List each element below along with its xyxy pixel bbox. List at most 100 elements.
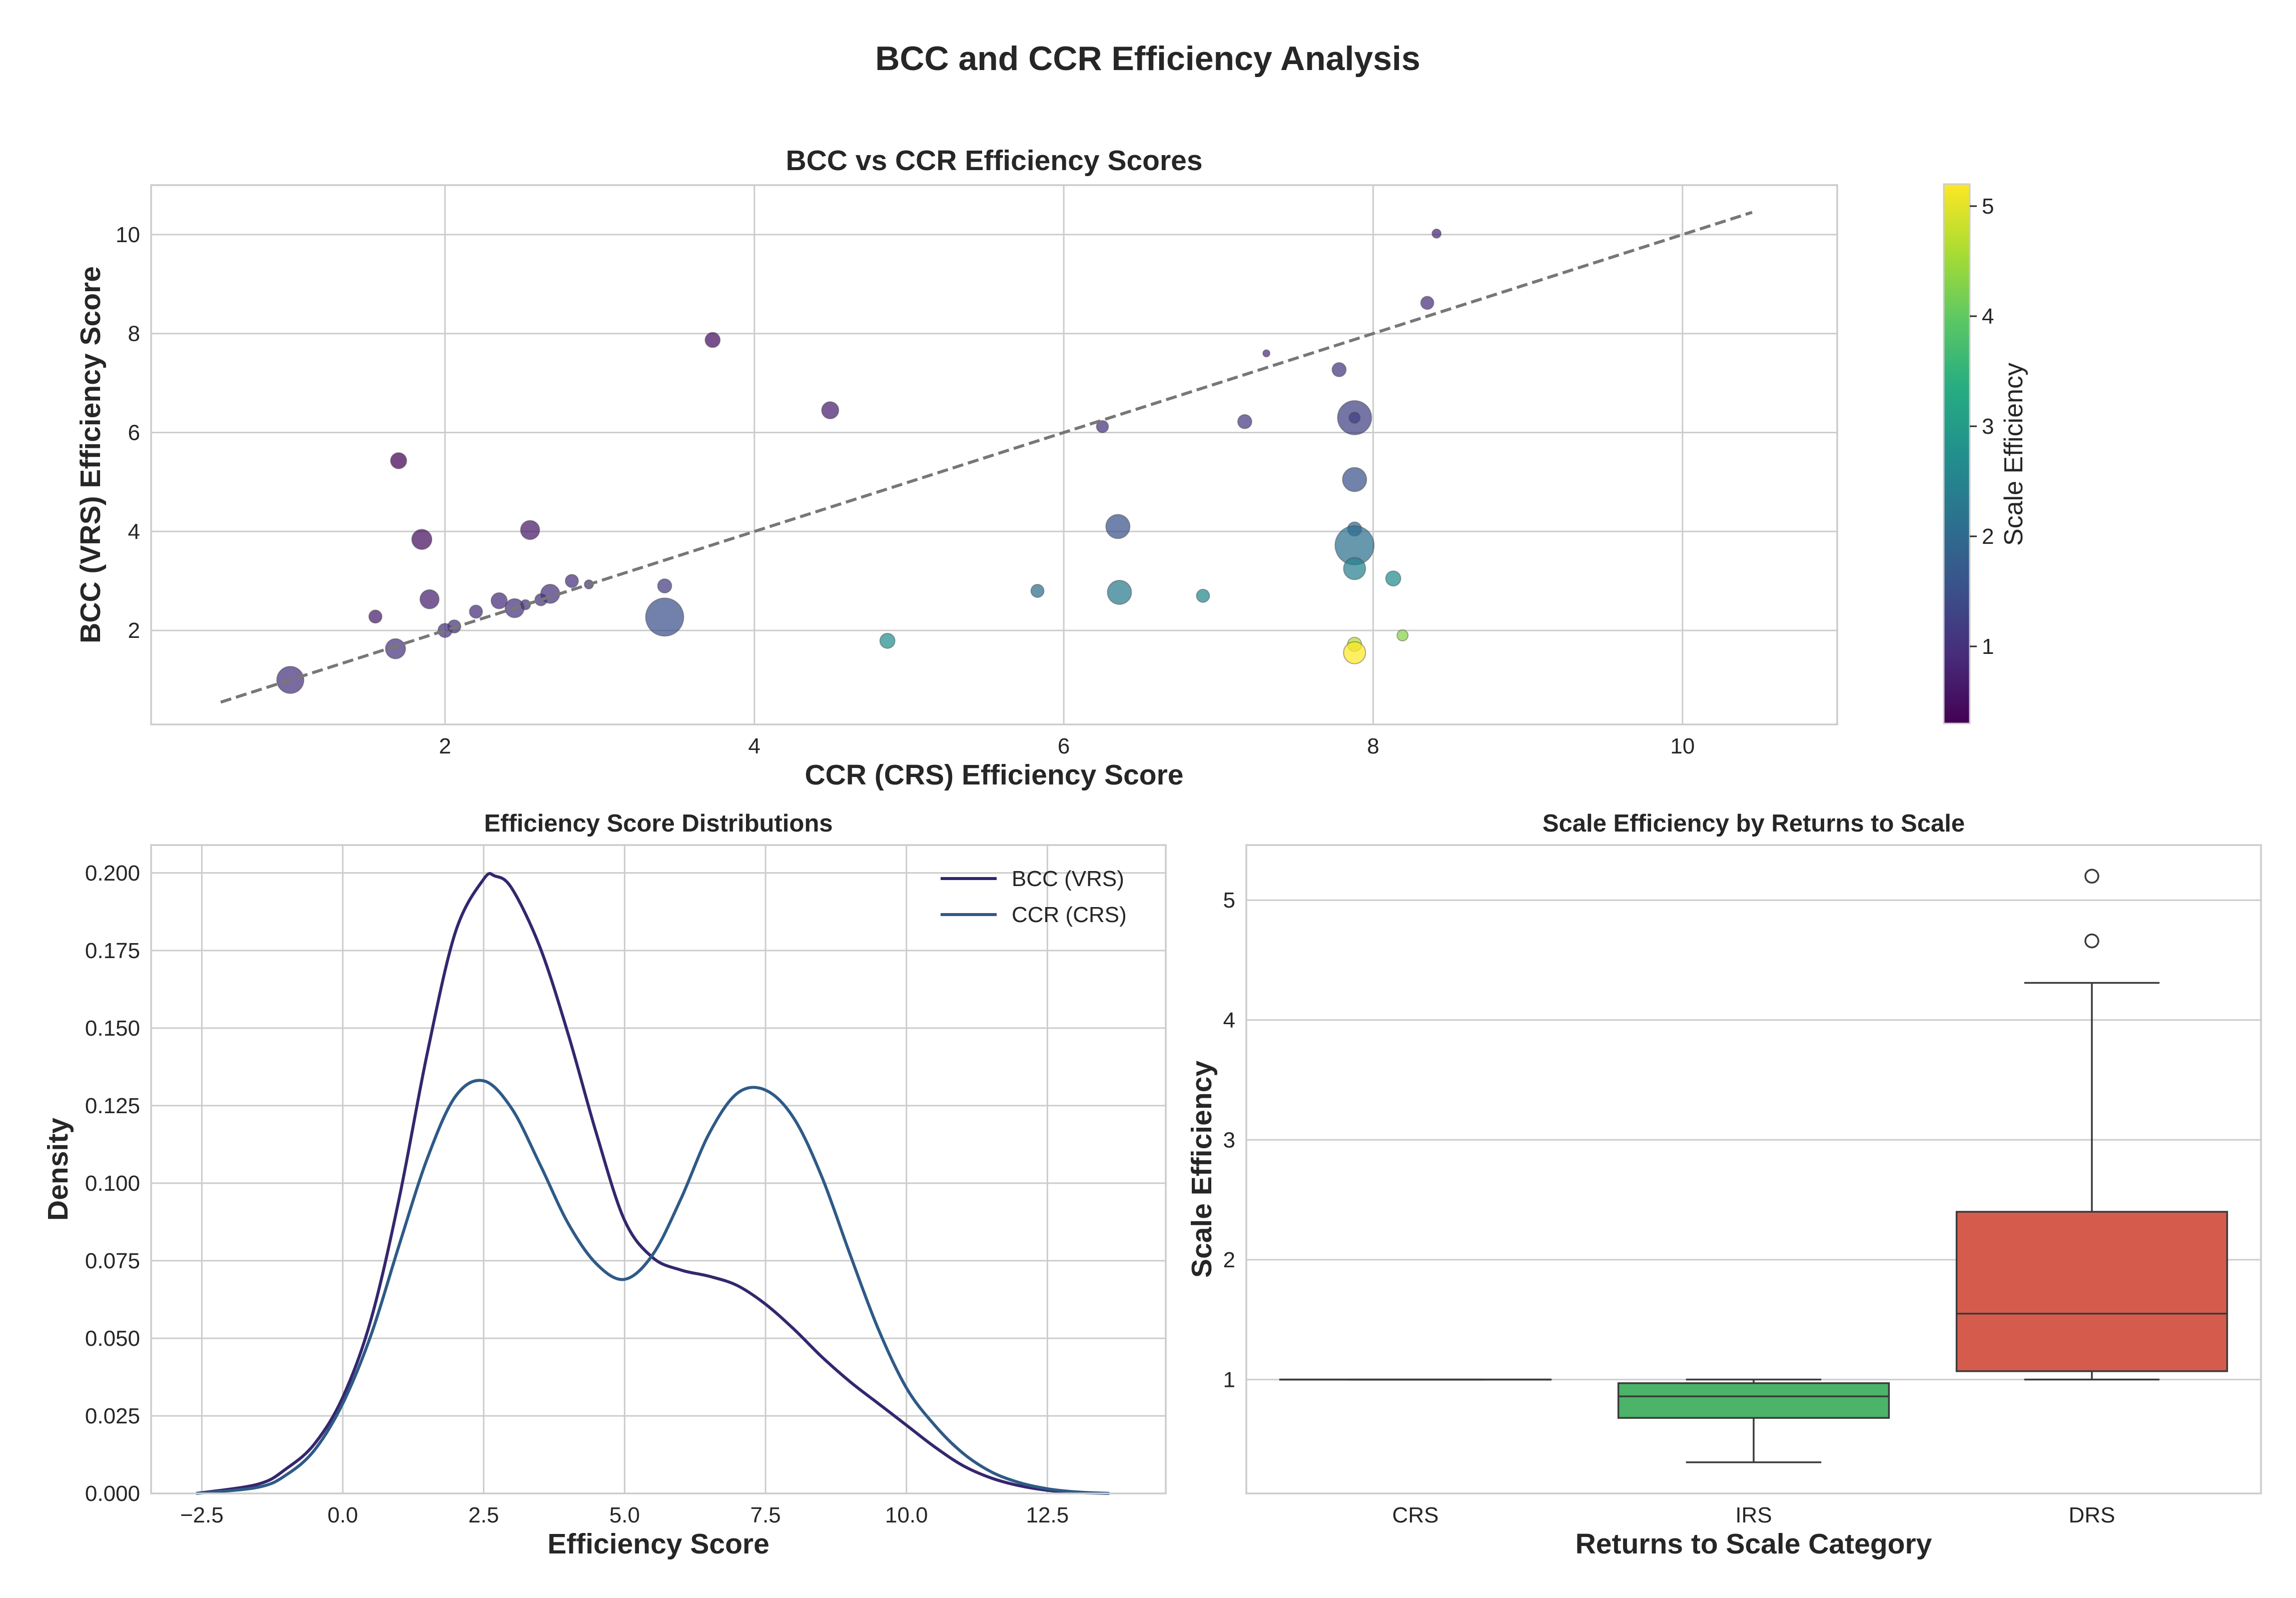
scatter-point xyxy=(419,589,440,609)
scatter-point xyxy=(564,574,579,588)
scatter-ytick-label: 8 xyxy=(128,322,140,346)
density-xlabel: Efficiency Score xyxy=(547,1528,770,1560)
density-ytick-label: 0.025 xyxy=(85,1404,140,1428)
boxplot-xtick-label: IRS xyxy=(1735,1503,1772,1527)
density-ytick-label: 0.050 xyxy=(85,1326,140,1351)
boxplot-ticks: 1 2 3 4 5 CRS IRS DRS xyxy=(1223,888,2115,1527)
box-drs-iqr xyxy=(1955,1211,2228,1372)
bcc-density-line xyxy=(196,872,1110,1495)
density-xtick-label: 0.0 xyxy=(327,1503,358,1527)
density-xtick-label: 10.0 xyxy=(885,1503,928,1527)
scatter-xtick-label: 6 xyxy=(1058,734,1070,758)
density-ytick-label: 0.000 xyxy=(85,1481,140,1506)
boxplot-xtick-label: CRS xyxy=(1392,1503,1439,1527)
density-ytick-label: 0.100 xyxy=(85,1171,140,1196)
scatter-ytick-label: 2 xyxy=(128,618,140,643)
density-xtick-label: 5.0 xyxy=(609,1503,640,1527)
scatter-xtick-label: 2 xyxy=(439,734,451,758)
density-ytick-label: 0.150 xyxy=(85,1016,140,1041)
scatter-point xyxy=(1343,557,1366,580)
scatter-point xyxy=(520,599,531,610)
figure-title: BCC and CCR Efficiency Analysis xyxy=(875,40,1420,78)
scatter-ylabel: BCC (VRS) Efficiency Score xyxy=(75,266,107,643)
scatter-point xyxy=(385,638,406,659)
boxplot-ytick-label: 5 xyxy=(1223,888,1235,913)
scatter-point xyxy=(1420,296,1434,310)
box-drs xyxy=(1955,869,2228,1381)
density-xtick-label: 12.5 xyxy=(1026,1503,1069,1527)
scatter-point xyxy=(1237,414,1252,429)
scatter-point xyxy=(368,609,383,624)
box-drs-outlier xyxy=(2084,933,2099,949)
scatter-xlabel: CCR (CRS) Efficiency Score xyxy=(805,759,1183,791)
scatter-point xyxy=(469,604,483,619)
scatter-point xyxy=(1396,629,1409,641)
ccr-density-line xyxy=(196,1079,1110,1495)
boxplot-ytick-label: 4 xyxy=(1223,1008,1235,1033)
scatter-point xyxy=(1107,579,1132,605)
scatter-point xyxy=(520,520,540,540)
scatter-xtick-label: 8 xyxy=(1367,734,1379,758)
boxplot-xtick-label: DRS xyxy=(2069,1503,2115,1527)
density-xtick-label: 2.5 xyxy=(468,1503,499,1527)
box-irs xyxy=(1617,1378,1890,1463)
colorbar-tick-label: 1 xyxy=(1982,634,1994,659)
density-panel: Efficiency Score Distributions −2.5 0.0 2.… xyxy=(42,810,1167,1560)
scatter-point xyxy=(1196,588,1210,603)
scatter-point xyxy=(1342,467,1367,492)
reference-diagonal-line xyxy=(220,211,1753,704)
scatter-point xyxy=(1030,583,1045,598)
scatter-point xyxy=(411,529,433,550)
scatter-ticks: 2 4 6 8 10 2 4 6 8 10 xyxy=(116,223,1695,758)
density-grid xyxy=(151,845,1166,1494)
scatter-point xyxy=(704,332,721,348)
boxplot-xlabel: Returns to Scale Category xyxy=(1576,1528,1932,1560)
boxplot-frame xyxy=(1245,844,2262,1494)
scatter-point xyxy=(645,597,684,637)
density-ytick-label: 0.125 xyxy=(85,1094,140,1118)
scatter-point xyxy=(1262,349,1271,358)
scatter-point xyxy=(1105,514,1131,539)
scatter-point xyxy=(490,592,508,609)
box-irs-iqr xyxy=(1617,1382,1890,1419)
density-ylabel: Density xyxy=(42,1118,74,1221)
colorbar-tick-label: 5 xyxy=(1982,194,1994,219)
boxplot-title: Scale Efficiency by Returns to Scale xyxy=(1543,810,1965,837)
scatter-point xyxy=(879,632,896,649)
scatter-panel: BCC vs CCR Efficiency Scores 2 4 6 8 10 2 4 6 8 1… xyxy=(75,145,2028,791)
scatter-frame xyxy=(150,184,1838,725)
boxplot-ytick-label: 2 xyxy=(1223,1248,1235,1272)
scatter-title: BCC vs CCR Efficiency Scores xyxy=(786,145,1202,177)
box-drs-outlier xyxy=(2084,869,2099,884)
colorbar-ticks: 1 2 3 4 5 xyxy=(1970,194,1994,659)
colorbar-label: Scale Efficiency xyxy=(1999,363,2028,546)
boxplot-ytick-label: 3 xyxy=(1223,1128,1235,1152)
scatter-point xyxy=(1096,420,1109,433)
density-ytick-label: 0.075 xyxy=(85,1249,140,1273)
density-legend: BCC (VRS) CCR (CRS) xyxy=(941,867,1127,927)
scatter-point xyxy=(657,578,672,594)
scatter-grid xyxy=(151,185,1837,724)
scatter-xtick-label: 4 xyxy=(748,734,760,758)
scatter-ytick-label: 4 xyxy=(128,519,140,544)
boxplot-marks xyxy=(1279,869,2228,1463)
scatter-point xyxy=(1348,411,1361,424)
scatter-point xyxy=(1385,570,1401,587)
density-xtick-label: 7.5 xyxy=(750,1503,781,1527)
scatter-ytick-label: 6 xyxy=(128,420,140,445)
boxplot-ytick-label: 1 xyxy=(1223,1367,1235,1392)
scatter-point xyxy=(1343,641,1366,664)
legend-label-bcc: BCC (VRS) xyxy=(1012,867,1124,891)
colorbar-tick-label: 2 xyxy=(1982,524,1994,549)
density-xtick-label: −2.5 xyxy=(180,1503,224,1527)
legend-label-ccr: CCR (CRS) xyxy=(1012,903,1127,927)
density-ytick-label: 0.175 xyxy=(85,939,140,963)
colorbar-tick-label: 3 xyxy=(1982,414,1994,439)
colorbar-gradient xyxy=(1943,183,1971,724)
scatter-point xyxy=(1431,228,1442,239)
density-lines xyxy=(196,872,1110,1495)
density-frame xyxy=(150,844,1167,1494)
scatter-ytick-label: 10 xyxy=(116,223,140,247)
density-ytick-label: 0.200 xyxy=(85,861,140,886)
